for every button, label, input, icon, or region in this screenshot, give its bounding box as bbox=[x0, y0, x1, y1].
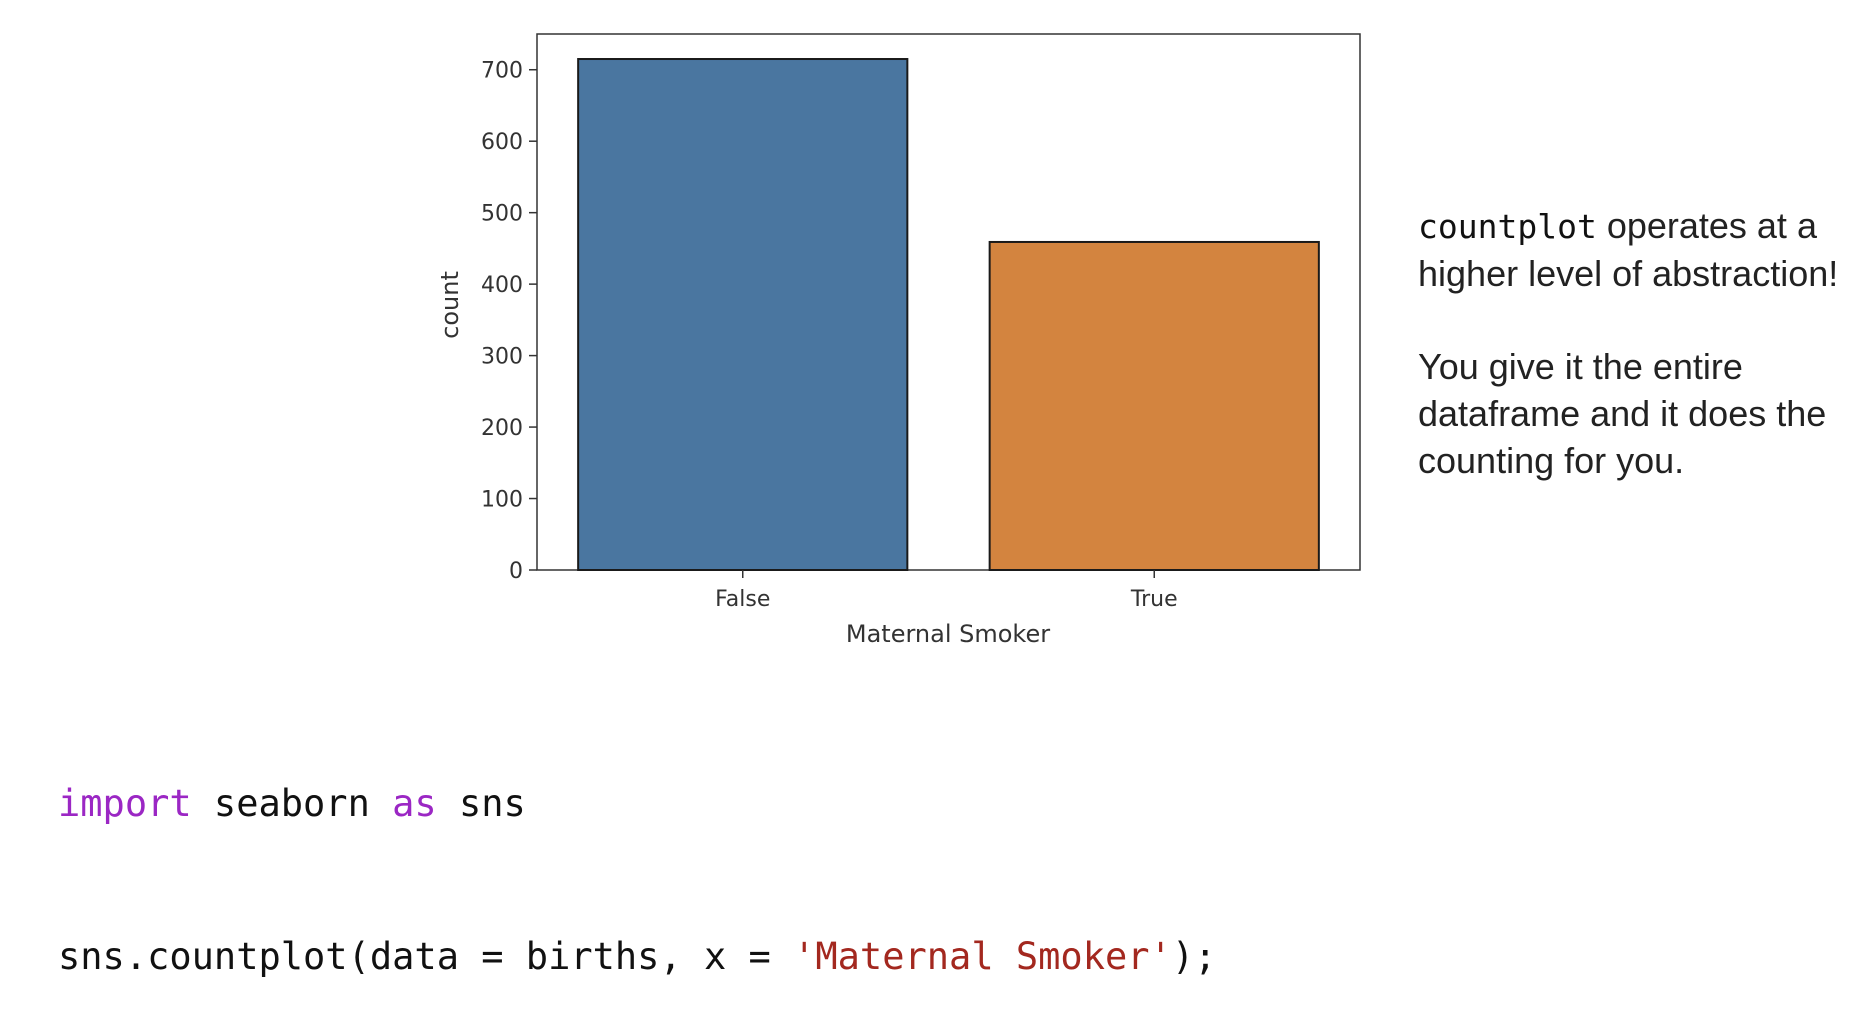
explanation-paragraph-2: You give it the entire dataframe and it … bbox=[1418, 346, 1827, 481]
x-tick-label: True bbox=[1130, 587, 1178, 612]
code-line-2: sns.countplot(data = births, x = 'Matern… bbox=[58, 931, 1216, 982]
y-tick-label: 200 bbox=[481, 416, 523, 441]
y-tick-label: 100 bbox=[481, 488, 523, 513]
explanation-text: countplot operates at a higher level of … bbox=[1418, 202, 1858, 530]
y-tick-label: 400 bbox=[481, 273, 523, 298]
y-tick-label: 0 bbox=[509, 559, 523, 584]
y-axis-label: count bbox=[436, 271, 464, 339]
code-module-name: seaborn bbox=[191, 782, 393, 825]
code-alias: sns bbox=[436, 782, 526, 825]
bar-false bbox=[577, 58, 909, 571]
y-tick-label: 300 bbox=[481, 345, 523, 370]
y-tick-label: 700 bbox=[481, 59, 523, 84]
y-tick-label: 600 bbox=[481, 130, 523, 155]
countplot-code-word: countplot bbox=[1418, 207, 1597, 246]
x-axis-label: Maternal Smoker bbox=[846, 620, 1050, 648]
code-string-arg: 'Maternal Smoker' bbox=[793, 935, 1172, 978]
y-tick-label: 500 bbox=[481, 202, 523, 227]
countplot-chart: 0 100 200 300 400 500 600 700 False True Materna… bbox=[436, 33, 1361, 648]
code-line-1: import seaborn as sns bbox=[58, 778, 1216, 829]
x-axis: False True bbox=[715, 570, 1178, 612]
explanation-line-1-rest: operates at a higher level of abstractio… bbox=[1418, 205, 1839, 294]
code-snippet: import seaborn as sns sns.countplot(data… bbox=[58, 676, 1216, 1033]
y-axis: 0 100 200 300 400 500 600 700 bbox=[481, 59, 537, 584]
bars-layer bbox=[577, 58, 1320, 572]
explanation-paragraph-1: countplot operates at a higher level of … bbox=[1418, 202, 1858, 297]
plot-area bbox=[536, 33, 1361, 571]
x-tick-label: False bbox=[715, 587, 770, 612]
code-call: sns.countplot(data = births, x = bbox=[58, 935, 794, 978]
keyword-as: as bbox=[392, 782, 437, 825]
code-call-end: ); bbox=[1171, 935, 1217, 978]
keyword-import: import bbox=[58, 782, 192, 825]
bar-true bbox=[988, 240, 1320, 572]
